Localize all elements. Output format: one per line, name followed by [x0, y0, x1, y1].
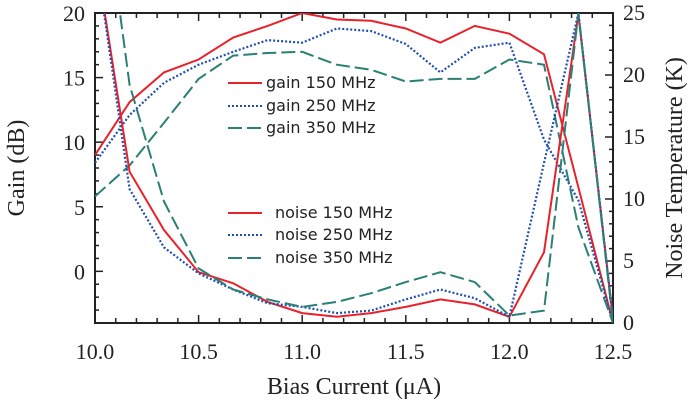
legend: gain 150 MHz gain 250 MHz gain 350 MHz nois… — [228, 73, 393, 267]
y-tick-label: 20 — [63, 1, 85, 26]
y-tick-label: 10 — [63, 130, 85, 155]
x-tick-label: 11.5 — [387, 339, 425, 364]
series-line-noise-250-mhz — [102, 13, 613, 320]
series-line-noise-150-mhz — [103, 13, 613, 320]
series-group — [95, 13, 613, 323]
y-tick-label: 15 — [63, 66, 85, 91]
y2-tick-label: 15 — [623, 124, 645, 149]
legend-label: noise 350 MHz — [275, 248, 393, 267]
legend-label: noise 150 MHz — [275, 203, 393, 222]
y2-tick-label: 10 — [623, 186, 645, 211]
y-tick-label: 5 — [74, 195, 85, 220]
axis-ticks: 10.0 10.5 11.0 11.5 12.0 12.5 20 15 10 5 0 25 20 15 10… — [63, 0, 645, 364]
y-axis-label: Gain (dB) — [4, 120, 30, 217]
x-axis-label: Bias Current (μA) — [267, 374, 441, 400]
y2-tick-label: 20 — [623, 62, 645, 87]
legend-label: gain 150 MHz — [266, 73, 376, 92]
x-tick-label: 10.5 — [179, 339, 218, 364]
plot-frame — [94, 12, 614, 324]
y2-tick-label: 5 — [623, 248, 634, 273]
y-tick-label: 0 — [74, 259, 85, 284]
x-tick-label: 10.0 — [76, 339, 115, 364]
series-line-gain-250-mhz — [95, 27, 613, 323]
y2-tick-label: 0 — [623, 310, 634, 335]
legend-label: noise 250 MHz — [275, 225, 393, 244]
series-line-gain-350-mhz — [95, 50, 613, 323]
y2-axis-label: Noise Temperature (K) — [662, 57, 688, 279]
legend-label: gain 250 MHz — [266, 96, 376, 115]
x-tick-label: 12.5 — [594, 339, 633, 364]
y2-tick-label: 25 — [623, 0, 645, 25]
x-tick-label: 12.0 — [490, 339, 529, 364]
legend-label: gain 350 MHz — [266, 118, 376, 137]
series-line-gain-150-mhz — [95, 13, 613, 323]
series-line-noise-350-mhz — [118, 13, 613, 323]
x-tick-label: 11.0 — [283, 339, 321, 364]
